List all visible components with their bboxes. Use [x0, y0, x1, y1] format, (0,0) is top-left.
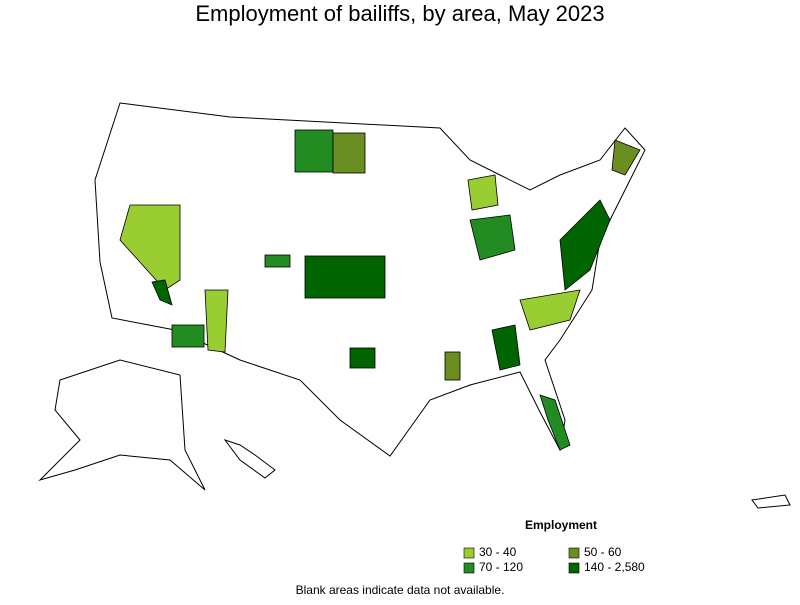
- legend-label: 70 - 120: [479, 560, 523, 574]
- georgia-area: [491, 324, 521, 371]
- north-dakota-east-area: [332, 132, 366, 174]
- arizona-area: [204, 289, 229, 353]
- note: Blank areas indicate data not available.: [296, 583, 505, 597]
- legend-label: 50 - 60: [584, 545, 622, 559]
- legend: 30 - 40 50 - 60 70 - 120 140 - 2,580: [463, 545, 645, 574]
- legend-title: Employment: [525, 518, 597, 532]
- puerto-rico: [751, 494, 791, 509]
- us-map: [38, 102, 791, 509]
- maine-area: [611, 139, 641, 176]
- mississippi-area: [444, 351, 461, 381]
- alaska: [38, 359, 206, 491]
- east-coast-area: [559, 199, 611, 291]
- legend-swatch: [568, 547, 580, 559]
- hawaii: [223, 439, 276, 479]
- kansas-area: [304, 255, 386, 299]
- nevada-area: [119, 204, 181, 291]
- oklahoma-area: [349, 347, 376, 369]
- legend-label: 140 - 2,580: [584, 560, 645, 574]
- north-dakota-area: [294, 129, 334, 173]
- arizona-south-area: [171, 324, 205, 348]
- legend-swatch: [463, 562, 475, 574]
- legend-swatch: [463, 547, 475, 559]
- florida-area: [539, 394, 571, 451]
- california-area: [151, 279, 173, 306]
- michigan-area: [467, 174, 499, 211]
- carolinas-area: [519, 289, 581, 331]
- legend-swatch: [568, 562, 580, 574]
- map-title: Employment of bailiffs, by area, May 202…: [195, 1, 604, 26]
- colorado-area: [264, 254, 291, 268]
- ohio-area: [469, 214, 516, 261]
- legend-label: 30 - 40: [479, 545, 517, 559]
